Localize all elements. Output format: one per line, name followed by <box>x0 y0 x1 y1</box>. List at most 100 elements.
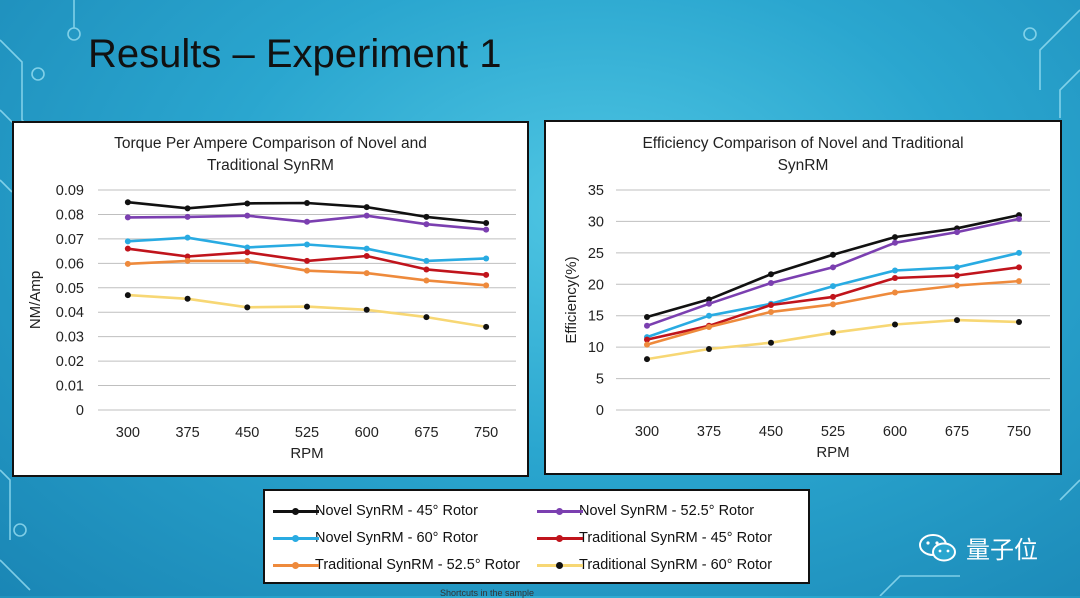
data-point <box>244 244 251 251</box>
data-point <box>892 275 898 281</box>
data-point <box>892 239 898 246</box>
data-point <box>644 356 650 363</box>
data-point <box>184 213 191 220</box>
data-point <box>892 234 898 241</box>
x-tick-label: 750 <box>474 425 498 441</box>
series-line <box>127 236 487 263</box>
data-point <box>954 317 960 324</box>
x-tick-label: 375 <box>175 425 199 441</box>
x-tick-label: 600 <box>883 424 907 440</box>
legend-item: Novel SynRM - 60° Rotor <box>273 527 478 549</box>
y-tick-label: 15 <box>588 309 604 325</box>
data-point <box>363 212 370 219</box>
data-point <box>184 234 191 241</box>
data-point <box>124 245 131 252</box>
series-line <box>127 293 487 329</box>
data-point <box>304 267 310 274</box>
data-point <box>830 283 836 290</box>
x-tick-label: 750 <box>1007 424 1031 440</box>
x-axis-label: RPM <box>816 444 849 461</box>
data-point <box>954 229 960 236</box>
data-point <box>304 257 310 264</box>
wechat-bubbles-icon <box>919 533 956 561</box>
data-point <box>423 266 430 273</box>
y-tick-label: 0.01 <box>56 379 84 395</box>
data-point <box>768 302 774 309</box>
chart-title: SynRM <box>778 157 829 174</box>
data-point <box>483 255 490 262</box>
data-point <box>768 308 774 315</box>
y-tick-label: 0.02 <box>56 354 84 370</box>
brand-watermark: 量子位 <box>918 530 1038 565</box>
data-point <box>124 238 131 245</box>
data-point <box>706 312 712 319</box>
x-tick-label: 375 <box>697 424 721 440</box>
legend-label: Traditional SynRM - 60° Rotor <box>579 557 773 573</box>
legend-item: Traditional SynRM - 60° Rotor <box>537 554 772 576</box>
data-point <box>706 300 712 307</box>
data-point <box>830 293 836 300</box>
x-tick-label: 525 <box>295 425 319 441</box>
data-point <box>304 218 310 225</box>
data-point <box>830 264 836 271</box>
x-tick-label: 600 <box>355 425 379 441</box>
x-tick-label: 300 <box>116 425 140 441</box>
legend-item: Novel SynRM - 45° Rotor <box>273 500 478 522</box>
data-point <box>423 213 430 220</box>
data-point <box>363 245 370 252</box>
data-point <box>954 272 960 279</box>
data-point <box>892 289 898 296</box>
legend-swatch <box>537 527 583 549</box>
legend-swatch <box>273 500 319 522</box>
y-tick-label: 25 <box>588 246 604 262</box>
y-tick-label: 30 <box>588 214 604 230</box>
torque-per-ampere-chart: Torque Per Ampere Comparison of Novel an… <box>27 135 516 462</box>
x-tick-label: 450 <box>759 424 783 440</box>
data-point <box>184 257 191 264</box>
data-point <box>483 226 490 233</box>
data-point <box>363 306 370 313</box>
y-tick-label: 0.09 <box>56 183 84 199</box>
data-point <box>244 249 251 256</box>
data-point <box>483 220 490 226</box>
x-tick-label: 525 <box>821 424 845 440</box>
data-point <box>644 322 650 329</box>
data-point <box>423 221 430 228</box>
data-point <box>124 199 131 206</box>
footnote: Shortcuts in the sample <box>440 588 535 598</box>
y-tick-label: 10 <box>588 340 604 356</box>
y-tick-label: 0.04 <box>56 305 84 321</box>
x-axis-label: RPM <box>290 445 323 462</box>
data-point <box>644 341 650 348</box>
data-point <box>1016 264 1022 271</box>
data-point <box>954 264 960 271</box>
data-point <box>304 303 310 310</box>
slide-title: Results – Experiment 1 <box>88 32 502 76</box>
legend-label: Novel SynRM - 52.5° Rotor <box>579 503 755 519</box>
y-tick-label: 0 <box>596 403 604 419</box>
legend-label: Novel SynRM - 60° Rotor <box>315 530 478 546</box>
y-tick-label: 20 <box>588 277 604 293</box>
data-point <box>768 339 774 346</box>
efficiency-chart-panel: Efficiency Comparison of Novel and Tradi… <box>544 120 1062 475</box>
chart-title: Traditional SynRM <box>207 157 334 174</box>
y-tick-label: 0.08 <box>56 207 84 223</box>
chart-title: Efficiency Comparison of Novel and Tradi… <box>642 135 963 152</box>
legend-item: Traditional SynRM - 45° Rotor <box>537 527 772 549</box>
data-point <box>124 260 131 267</box>
legend-swatch <box>537 500 583 522</box>
data-point <box>1016 215 1022 222</box>
legend-swatch <box>273 554 319 576</box>
data-point <box>363 204 370 211</box>
data-point <box>124 214 131 221</box>
data-point <box>423 314 430 321</box>
y-tick-label: 0.07 <box>56 232 84 248</box>
y-tick-label: 0.03 <box>56 330 84 346</box>
data-point <box>892 267 898 274</box>
data-point <box>483 271 490 278</box>
data-point <box>892 321 898 328</box>
data-point <box>768 280 774 287</box>
y-tick-label: 35 <box>588 183 604 199</box>
data-point <box>184 295 191 302</box>
